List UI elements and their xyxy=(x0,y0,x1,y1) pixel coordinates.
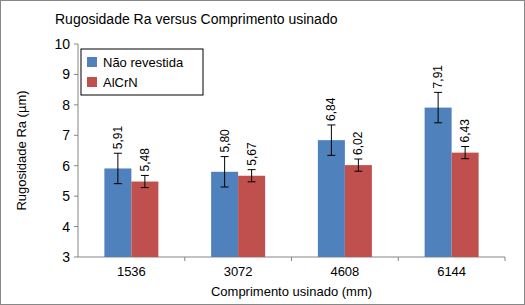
error-bar xyxy=(221,157,229,187)
data-label: 6,84 xyxy=(324,97,338,121)
data-label: 5,80 xyxy=(218,129,232,153)
y-axis xyxy=(78,44,79,257)
y-tick xyxy=(74,165,78,166)
plot-area xyxy=(104,92,478,257)
y-tick xyxy=(74,44,78,45)
x-tick xyxy=(505,257,506,261)
data-label: 5,91 xyxy=(111,126,125,150)
y-tick-label: 8 xyxy=(62,97,70,113)
legend: Não revestida AlCrN xyxy=(81,49,203,95)
data-label: 5,67 xyxy=(245,142,259,166)
y-axis-label: Rugosidade Ra (µm) xyxy=(14,90,29,210)
y-tick xyxy=(74,74,78,75)
chart: Rugosidade Ra versus Comprimento usinado… xyxy=(0,0,525,305)
y-tick xyxy=(74,196,78,197)
x-tick xyxy=(184,257,185,261)
y-tick xyxy=(74,135,78,136)
x-tick-label: 6144 xyxy=(437,264,466,279)
y-tick-label: 6 xyxy=(62,158,70,174)
title: Rugosidade Ra versus Comprimento usinado xyxy=(55,11,338,27)
data-label: 6,43 xyxy=(458,119,472,143)
x-tick xyxy=(291,257,292,261)
x-tick-label: 4608 xyxy=(330,264,359,279)
bar xyxy=(452,153,479,257)
x-axis-label: Comprimento usinado (mm) xyxy=(211,284,372,299)
bar xyxy=(425,108,452,257)
bar xyxy=(345,165,372,257)
y-tick-label: 9 xyxy=(62,66,70,82)
error-bar xyxy=(434,92,442,122)
y-tick-label: 7 xyxy=(62,127,70,143)
error-bar xyxy=(248,170,256,182)
x-tick-label: 3072 xyxy=(224,264,253,279)
x-tick-label: 1536 xyxy=(117,264,146,279)
y-tick-label: 3 xyxy=(62,249,70,265)
y-tick xyxy=(74,226,78,227)
legend-box xyxy=(81,49,203,95)
data-label: 6,02 xyxy=(351,131,365,155)
error-bar xyxy=(141,175,149,187)
error-bar xyxy=(327,125,335,155)
data-label: 5,48 xyxy=(138,148,152,172)
y-tick-label: 4 xyxy=(62,219,70,235)
bar xyxy=(318,140,345,257)
x-tick xyxy=(398,257,399,261)
legend-swatch xyxy=(87,77,97,87)
legend-label: AlCrN xyxy=(103,75,138,90)
y-tick xyxy=(74,104,78,105)
error-bar xyxy=(354,159,362,171)
error-bar xyxy=(461,147,469,159)
bar xyxy=(238,176,265,257)
y-tick xyxy=(74,257,78,258)
legend-label: Não revestida xyxy=(103,55,184,70)
data-label: 7,91 xyxy=(431,65,445,89)
y-tick-label: 10 xyxy=(54,36,70,52)
error-bar xyxy=(114,153,122,183)
y-tick-label: 5 xyxy=(62,188,70,204)
legend-swatch xyxy=(87,57,97,67)
bar xyxy=(131,182,158,257)
chart-border xyxy=(1,1,525,305)
